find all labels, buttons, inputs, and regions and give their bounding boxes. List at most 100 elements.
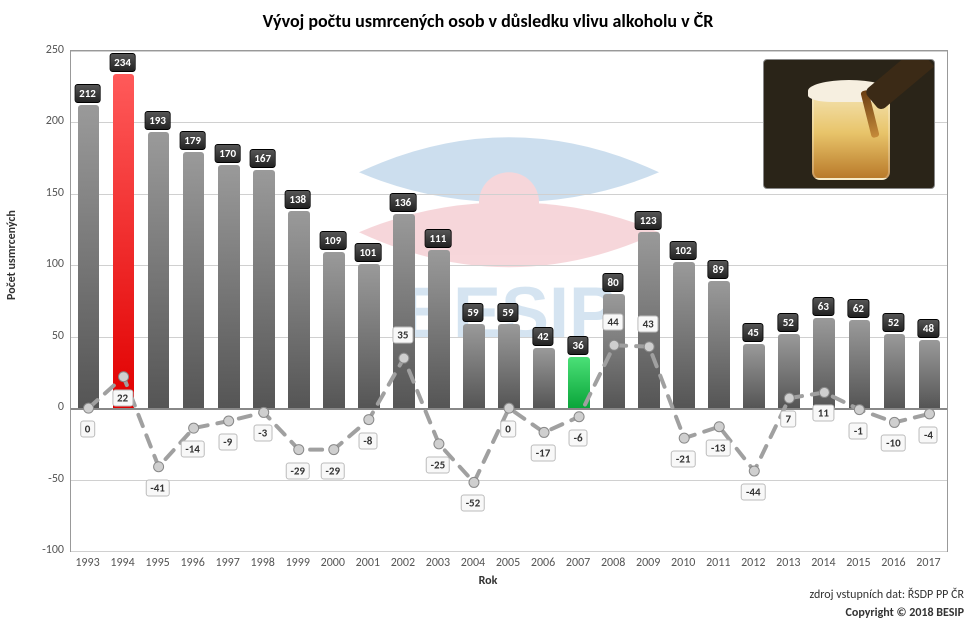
line-marker (679, 433, 689, 443)
xtick-label: 1993 (75, 556, 99, 570)
line-label: -29 (285, 462, 310, 479)
bar-label: 52 (778, 313, 799, 332)
footer-source: zdroj vstupních dat: ŘSDP PP ČR (810, 588, 964, 602)
bar (743, 344, 765, 408)
ytick-label: -100 (14, 543, 64, 557)
xtick-label: 2002 (391, 556, 415, 570)
line-label: 0 (80, 421, 96, 438)
bar-label: 59 (462, 303, 483, 322)
bar-label: 89 (708, 260, 729, 279)
line-label: -21 (671, 451, 696, 468)
bar (533, 348, 555, 408)
line-label: -13 (706, 439, 731, 456)
ytick-label: -50 (14, 472, 64, 486)
ytick-label: 50 (14, 329, 64, 343)
bar (113, 74, 135, 408)
bar-label: 167 (249, 149, 276, 168)
gridline (71, 480, 947, 481)
bar-label: 138 (284, 190, 311, 209)
bar-label: 59 (497, 303, 518, 322)
bar (288, 211, 310, 408)
line-marker (224, 416, 234, 426)
xtick-label: 1995 (145, 556, 169, 570)
line-label: -41 (145, 479, 170, 496)
bar (393, 214, 415, 408)
bar (568, 357, 590, 408)
bar-label: 62 (848, 299, 869, 318)
xtick-label: 2005 (496, 556, 520, 570)
xtick-label: 2003 (426, 556, 450, 570)
line-marker (294, 445, 304, 455)
line-marker (889, 417, 899, 427)
ytick-label: 0 (14, 400, 64, 414)
line-label: -8 (358, 432, 377, 449)
line-marker (434, 439, 444, 449)
xtick-label: 2016 (881, 556, 905, 570)
xtick-label: 1996 (180, 556, 204, 570)
xtick-label: 2010 (671, 556, 695, 570)
line-label: 43 (638, 315, 659, 332)
gridline (71, 51, 947, 52)
line-marker (749, 466, 759, 476)
chart-title: Vývoj počtu usmrcených osob v důsledku v… (0, 10, 976, 32)
line-label: -9 (218, 434, 237, 451)
bar-label: 111 (425, 229, 452, 248)
line-marker (189, 423, 199, 433)
xtick-label: 2000 (321, 556, 345, 570)
bar-label: 42 (532, 327, 553, 346)
xtick-label: 1997 (216, 556, 240, 570)
line-label: 11 (813, 405, 834, 422)
line-label: -17 (531, 445, 556, 462)
line-label: -14 (180, 441, 205, 458)
bar-label: 80 (603, 273, 624, 292)
bar (778, 334, 800, 408)
xtick-label: 2006 (531, 556, 555, 570)
bar (78, 105, 100, 408)
line-marker (924, 409, 934, 419)
line-label: -4 (919, 426, 938, 443)
xtick-label: 2013 (776, 556, 800, 570)
xtick-label: 2004 (461, 556, 485, 570)
bar-label: 45 (743, 323, 764, 342)
bar-label: 101 (354, 243, 381, 262)
bar-label: 52 (883, 313, 904, 332)
footer-copyright: Copyright © 2018 BESIP (846, 606, 964, 620)
bar (603, 294, 625, 408)
beer-bottle (864, 59, 934, 111)
line-marker (574, 412, 584, 422)
bar-label: 123 (635, 211, 662, 230)
line-label: -3 (253, 425, 272, 442)
bar (358, 264, 380, 408)
xtick-label: 2011 (706, 556, 730, 570)
line-marker (154, 462, 164, 472)
line-label: 7 (781, 411, 797, 428)
xtick-label: 2017 (916, 556, 940, 570)
gridline (71, 551, 947, 552)
line-marker (329, 445, 339, 455)
bar (148, 132, 170, 408)
bar-label: 109 (319, 231, 346, 250)
bar-label: 212 (74, 84, 101, 103)
chart-container: Vývoj počtu usmrcených osob v důsledku v… (0, 0, 976, 632)
line-marker (714, 422, 724, 432)
xtick-label: 2015 (846, 556, 870, 570)
bar (218, 165, 240, 408)
line-marker (539, 427, 549, 437)
yaxis-title: Počet usmrcených (5, 210, 19, 300)
bar-label: 179 (179, 131, 206, 150)
bar (323, 252, 345, 408)
bar-label: 234 (109, 53, 136, 72)
xaxis-title: Rok (0, 574, 976, 588)
bar (253, 170, 275, 409)
bar (919, 340, 941, 409)
bar-label: 136 (390, 193, 417, 212)
bar (428, 250, 450, 409)
line-label: 35 (392, 327, 413, 344)
xtick-label: 2009 (636, 556, 660, 570)
xtick-label: 1998 (251, 556, 275, 570)
bar-label: 193 (144, 111, 171, 130)
bar (463, 324, 485, 408)
ytick-label: 250 (14, 43, 64, 57)
bar (813, 318, 835, 408)
ytick-label: 100 (14, 257, 64, 271)
